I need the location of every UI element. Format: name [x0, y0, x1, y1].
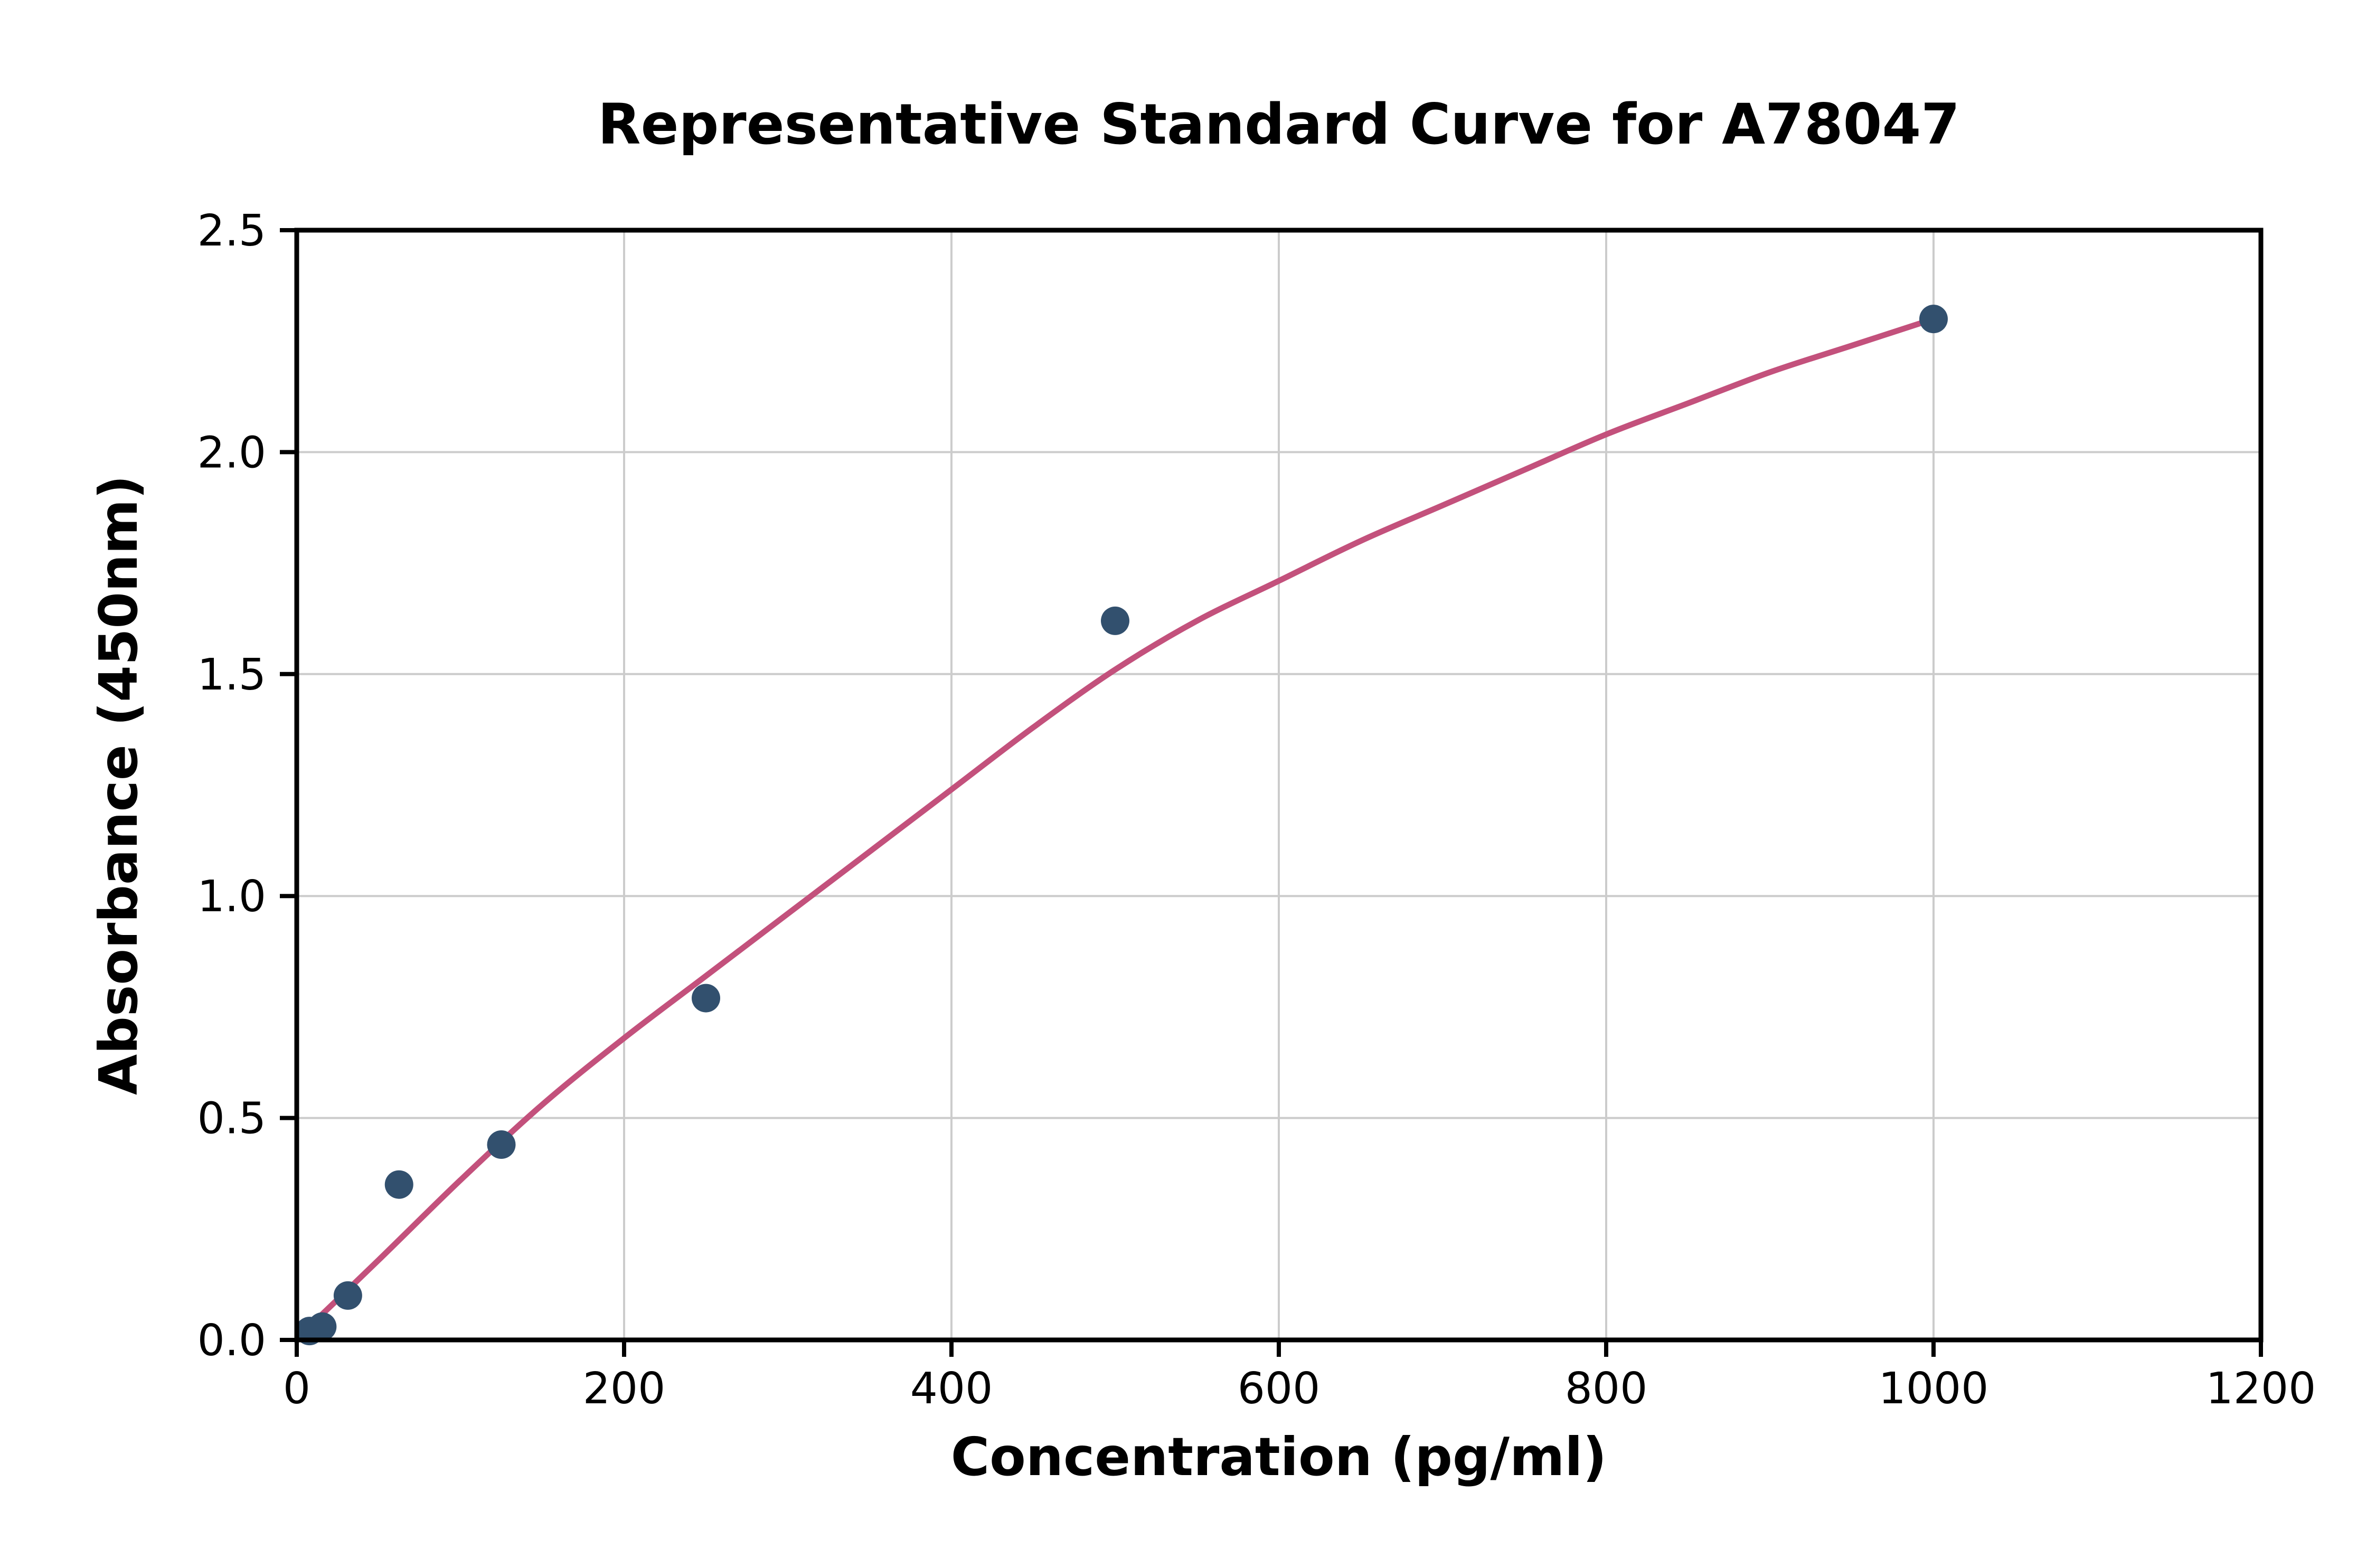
x-axis-label: Concentration (pg/ml)	[950, 1426, 1607, 1488]
x-tick-label: 400	[910, 1364, 993, 1414]
data-points	[295, 305, 1948, 1346]
y-tick-label: 0.5	[197, 1094, 266, 1144]
x-tick-label: 1000	[1879, 1364, 1989, 1414]
y-axis-label: Absorbance (450nm)	[88, 475, 149, 1095]
chart-title: Representative Standard Curve for A78047	[598, 92, 1960, 157]
x-tick-label: 200	[583, 1364, 666, 1414]
data-point	[1919, 305, 1948, 334]
y-tick-label: 1.5	[197, 650, 266, 700]
data-point	[384, 1170, 413, 1199]
y-tick-label: 2.0	[197, 428, 266, 478]
y-tick-label: 0.0	[197, 1316, 266, 1366]
x-tick-label: 600	[1238, 1364, 1321, 1414]
data-point	[308, 1312, 337, 1341]
data-point	[692, 984, 720, 1013]
x-tick-label: 0	[283, 1364, 310, 1414]
axis-ticks: 0 200 400 600 800 1000 1200 0.0 0.5 1.0 1.5 2.0 2.5	[197, 206, 2316, 1414]
data-point	[487, 1130, 516, 1159]
data-point	[1101, 606, 1129, 635]
x-tick-label: 1200	[2206, 1364, 2316, 1414]
y-tick-label: 1.0	[197, 872, 266, 922]
y-tick-label: 2.5	[197, 206, 266, 256]
plot-border	[294, 228, 2264, 1343]
fitted-curve	[297, 316, 1937, 1339]
x-tick-label: 800	[1565, 1364, 1648, 1414]
data-point	[333, 1281, 362, 1310]
